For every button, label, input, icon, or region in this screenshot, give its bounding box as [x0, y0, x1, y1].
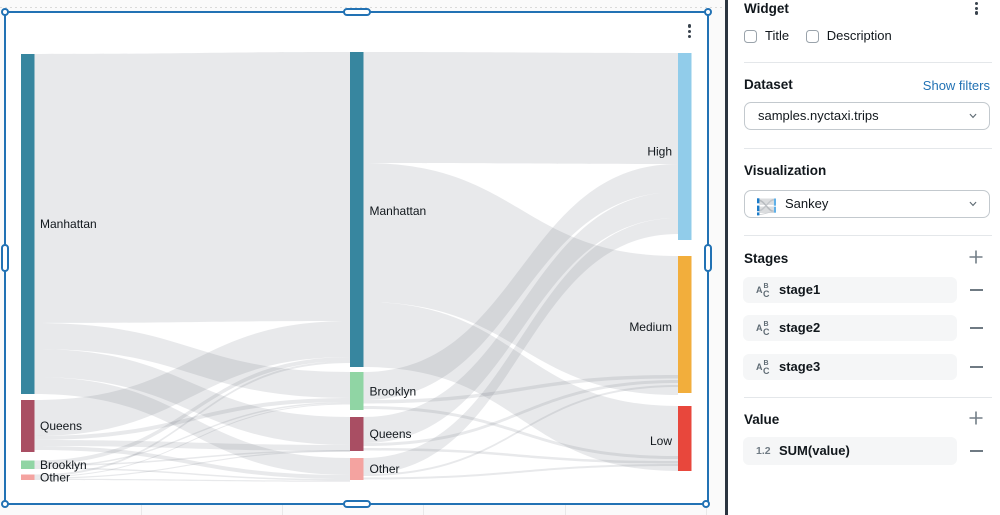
svg-text:B: B — [764, 321, 769, 328]
svg-text:A: A — [756, 362, 763, 372]
svg-text:B: B — [764, 360, 769, 367]
svg-text:A: A — [756, 285, 763, 295]
svg-text:C: C — [763, 327, 770, 337]
svg-text:C: C — [763, 289, 770, 299]
svg-text:C: C — [763, 366, 770, 376]
svg-text:B: B — [764, 283, 769, 290]
svg-text:A: A — [756, 323, 763, 333]
